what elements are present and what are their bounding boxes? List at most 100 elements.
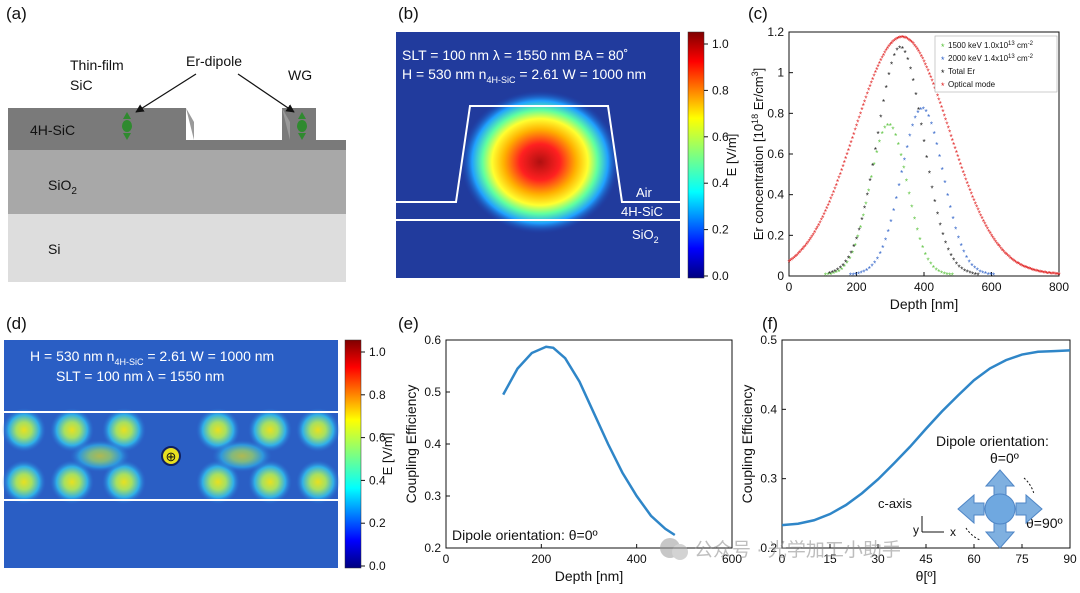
label-er-dipole: Er-dipole xyxy=(186,53,242,69)
data-point: * xyxy=(960,165,963,174)
data-point: * xyxy=(890,60,893,69)
data-point: * xyxy=(920,122,923,131)
mode-field xyxy=(460,90,620,234)
data-point: * xyxy=(868,265,871,274)
data-point: * xyxy=(922,105,925,114)
data-point: * xyxy=(947,125,950,134)
data-point: * xyxy=(850,139,853,148)
y-tick-label: 1 xyxy=(777,66,784,80)
x-tick-label: 15 xyxy=(823,552,837,566)
panel-a-schematic: 4H-SiC SiO2 Si Thin-film SiC Er-dipole W… xyxy=(8,53,346,282)
y-tick-label: 0 xyxy=(777,269,784,283)
data-point: * xyxy=(818,219,821,228)
data-point: * xyxy=(940,269,943,278)
data-point: * xyxy=(932,81,935,90)
data-point: * xyxy=(809,235,812,244)
data-point: * xyxy=(900,169,903,178)
data-point: * xyxy=(924,251,927,260)
data-point: * xyxy=(959,161,962,170)
data-point: * xyxy=(856,118,859,127)
legend-entry: Optical mode xyxy=(948,80,996,89)
data-point: * xyxy=(936,92,939,101)
legend-marker: * xyxy=(941,42,945,52)
data-point: * xyxy=(939,221,942,230)
data-point: * xyxy=(949,133,952,142)
data-point: * xyxy=(909,38,912,47)
label-c-axis: c-axis xyxy=(878,496,912,511)
legend-marker: * xyxy=(941,55,945,65)
data-point: * xyxy=(931,78,934,87)
panel-d-line2: SLT = 100 nm λ = 1550 nm xyxy=(56,368,224,384)
data-point: * xyxy=(835,269,838,278)
layer-label-si: Si xyxy=(48,241,60,257)
data-point: * xyxy=(1037,268,1040,277)
y-axis-label: Coupling Efficiency xyxy=(739,385,755,504)
data-point: * xyxy=(916,109,919,118)
data-point: * xyxy=(921,244,924,253)
data-point: * xyxy=(897,182,900,191)
data-point: * xyxy=(1007,254,1010,263)
data-point: * xyxy=(967,184,970,193)
data-point: * xyxy=(990,232,993,241)
data-point: * xyxy=(932,264,935,273)
x-tick-label: 400 xyxy=(627,552,647,566)
data-point: * xyxy=(829,271,832,280)
data-point: * xyxy=(905,177,908,186)
data-point: * xyxy=(919,106,922,115)
data-point: * xyxy=(966,180,969,189)
data-point: * xyxy=(845,260,848,269)
data-point: * xyxy=(794,253,797,262)
data-point: * xyxy=(913,216,916,225)
data-point: * xyxy=(908,37,911,46)
data-point: * xyxy=(929,74,932,83)
data-point: * xyxy=(905,35,908,44)
field-lobe xyxy=(248,460,292,504)
data-point: * xyxy=(889,41,892,50)
data-point: * xyxy=(814,227,817,236)
data-point: * xyxy=(965,254,968,263)
x-axis-label: θ[º] xyxy=(916,568,937,584)
data-point: * xyxy=(1028,266,1031,275)
data-point: * xyxy=(895,35,898,44)
data-point: * xyxy=(867,187,870,196)
data-point: * xyxy=(1056,271,1059,280)
annotation-f: Dipole orientation: xyxy=(936,433,1049,449)
region-4h-sic: 4H-SiC xyxy=(621,204,663,219)
data-point: * xyxy=(860,106,863,115)
field-lobe xyxy=(50,460,94,504)
data-point: * xyxy=(984,270,987,279)
data-point: * xyxy=(914,91,917,100)
data-point: * xyxy=(933,130,936,139)
data-point: * xyxy=(918,236,921,245)
data-point: * xyxy=(827,202,830,211)
data-point: * xyxy=(989,271,992,280)
data-point: * xyxy=(999,245,1002,254)
data-point: * xyxy=(871,162,874,171)
data-point: * xyxy=(974,271,977,280)
label-theta90: θ=90º xyxy=(1026,515,1063,531)
data-point: * xyxy=(893,52,896,61)
data-point: * xyxy=(937,96,940,105)
data-point: * xyxy=(877,63,880,72)
data-point: * xyxy=(982,218,985,227)
field-lobe xyxy=(296,408,340,452)
data-point: * xyxy=(962,249,965,258)
data-point: * xyxy=(870,79,873,88)
panel-b-mode-profile: SLT = 100 nm λ = 1550 nm BA = 80˚ H = 53… xyxy=(396,31,739,283)
colorbar-tick-label: 0.4 xyxy=(712,176,729,190)
data-point: * xyxy=(925,154,928,163)
data-point: * xyxy=(836,267,839,276)
data-point: * xyxy=(865,267,868,276)
data-point: * xyxy=(906,56,909,65)
data-point: * xyxy=(1034,268,1037,277)
y-tick-label: 0.4 xyxy=(767,188,784,202)
data-point: * xyxy=(1018,261,1021,270)
y-tick-label: 0.4 xyxy=(760,402,777,416)
data-point: * xyxy=(997,242,1000,251)
data-point: * xyxy=(878,139,881,148)
panel-e-chart: 0 200 400 600 0.2 0.3 0.4 0.5 0.6 Depth [nm] Coupl… xyxy=(403,333,742,584)
data-point: * xyxy=(960,266,963,275)
x-tick-label: 60 xyxy=(967,552,981,566)
data-point: * xyxy=(973,265,976,274)
annotation-e: Dipole orientation: θ=0º xyxy=(452,527,598,543)
